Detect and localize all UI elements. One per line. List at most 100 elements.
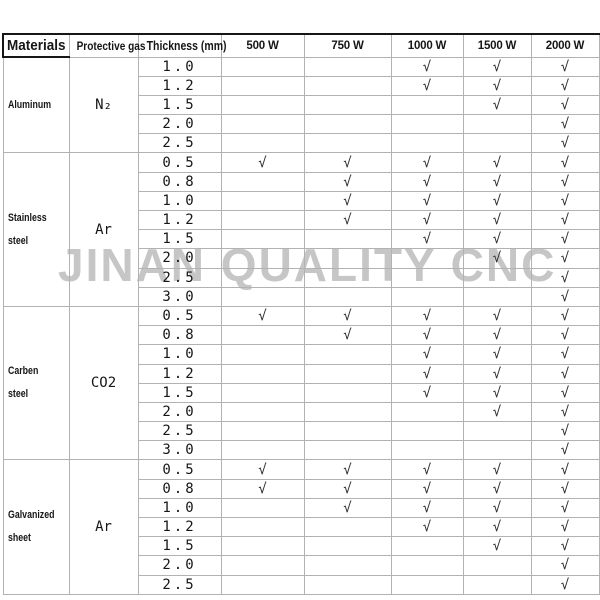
empty-cell: [303, 401, 392, 423]
table-row: 2.0 √ √: [3, 248, 600, 269]
check-cell: √: [390, 305, 464, 327]
empty-cell: [220, 114, 305, 135]
check-cell: √: [462, 190, 532, 212]
empty-cell: [462, 133, 532, 154]
gas-cell: N₂: [68, 56, 139, 154]
check-cell: √: [390, 363, 464, 384]
table-row: 1.5 √ √ √: [3, 382, 600, 403]
thickness-cell: 2.5: [137, 574, 222, 595]
header-1000w: 1000 W: [390, 33, 464, 58]
check-cell: √: [530, 555, 600, 576]
thickness-cell: 1.2: [137, 209, 222, 231]
check-cell: √: [462, 344, 532, 365]
empty-cell: [220, 229, 305, 250]
check-cell: √: [530, 114, 600, 135]
table-row: 2.5 √: [3, 267, 600, 288]
empty-cell: [390, 574, 464, 595]
table-row: 3.0 √: [3, 440, 600, 461]
empty-cell: [390, 421, 464, 442]
table-row: 0.8 √ √ √ √: [3, 325, 600, 346]
check-cell: √: [530, 440, 600, 461]
check-cell: √: [303, 171, 392, 192]
empty-cell: [220, 344, 305, 365]
empty-cell: [303, 56, 392, 77]
check-cell: √: [462, 325, 532, 346]
material-label: Aluminum: [7, 98, 51, 111]
empty-cell: [303, 248, 392, 269]
header-protective-gas: Protective gas: [68, 33, 145, 58]
empty-cell: [220, 401, 305, 423]
empty-cell: [390, 536, 464, 557]
table-row: 1.0 √ √ √: [3, 344, 600, 365]
empty-cell: [303, 344, 392, 365]
check-cell: √: [530, 75, 600, 96]
check-cell: √: [530, 382, 600, 403]
table-row: 1.2 √ √ √: [3, 75, 600, 96]
gas-cell: Ar: [68, 152, 139, 307]
thickness-cell: 1.5: [137, 382, 222, 403]
check-cell: √: [530, 516, 600, 538]
check-cell: √: [530, 497, 600, 519]
empty-cell: [220, 94, 305, 116]
thickness-cell: 2.5: [137, 133, 222, 154]
header-protective-gas-label: Protective gas: [76, 38, 145, 53]
check-cell: √: [462, 536, 532, 557]
check-cell: √: [462, 209, 532, 231]
check-cell: √: [220, 478, 305, 499]
gas-cell: CO2: [68, 305, 139, 461]
empty-cell: [303, 555, 392, 576]
check-cell: √: [530, 459, 600, 480]
check-cell: √: [530, 190, 600, 212]
check-cell: √: [530, 286, 600, 307]
empty-cell: [462, 574, 532, 595]
header-row: Materials Protective gas Thickness (mm) …: [2, 33, 600, 58]
empty-cell: [462, 440, 532, 461]
check-cell: √: [462, 152, 532, 173]
thickness-cell: 2.0: [137, 401, 222, 423]
empty-cell: [220, 516, 305, 538]
cutting-capacity-table: Materials Protective gas Thickness (mm) …: [2, 33, 600, 595]
header-thickness: Thickness (mm): [137, 33, 226, 58]
material-cell: Aluminum: [2, 56, 70, 154]
table-row: Aluminum N₂ 1.0 √ √ √: [2, 56, 600, 154]
header-materials: Materials: [2, 33, 70, 58]
empty-cell: [390, 286, 464, 307]
check-cell: √: [530, 401, 600, 423]
thickness-cell: 2.0: [137, 114, 222, 135]
table-row: 2.0 √ √: [3, 401, 600, 423]
table-row: 2.5 √: [3, 421, 600, 442]
check-cell: √: [462, 478, 532, 499]
material-cell: Carben steel: [2, 305, 70, 461]
check-cell: √: [303, 305, 392, 327]
check-cell: √: [390, 171, 464, 192]
check-cell: √: [390, 344, 464, 365]
material-cell: Galvanized sheet: [2, 459, 70, 595]
empty-cell: [220, 190, 305, 212]
check-cell: √: [220, 459, 305, 480]
check-cell: √: [390, 209, 464, 231]
thickness-cell: 1.0: [137, 190, 222, 212]
check-cell: √: [530, 56, 600, 77]
empty-cell: [303, 363, 392, 384]
check-cell: √: [303, 209, 392, 231]
check-cell: √: [462, 497, 532, 519]
check-cell: √: [462, 229, 532, 250]
empty-cell: [220, 267, 305, 288]
empty-cell: [303, 114, 392, 135]
thickness-cell: 3.0: [137, 440, 222, 461]
check-cell: √: [390, 478, 464, 499]
table-row: Carben steel CO2 0.5 √ √ √ √ √: [2, 305, 600, 461]
table-row: 0.8 √ √ √ √: [3, 171, 600, 192]
thickness-cell: 1.2: [137, 75, 222, 96]
check-cell: √: [530, 478, 600, 499]
thickness-cell: 0.8: [137, 478, 222, 499]
check-cell: √: [220, 152, 305, 173]
check-cell: √: [390, 56, 464, 77]
check-cell: √: [530, 209, 600, 231]
check-cell: √: [390, 325, 464, 346]
empty-cell: [220, 574, 305, 595]
thickness-cell: 1.0: [137, 497, 222, 519]
check-cell: √: [303, 478, 392, 499]
check-cell: √: [462, 459, 532, 480]
empty-cell: [303, 440, 392, 461]
